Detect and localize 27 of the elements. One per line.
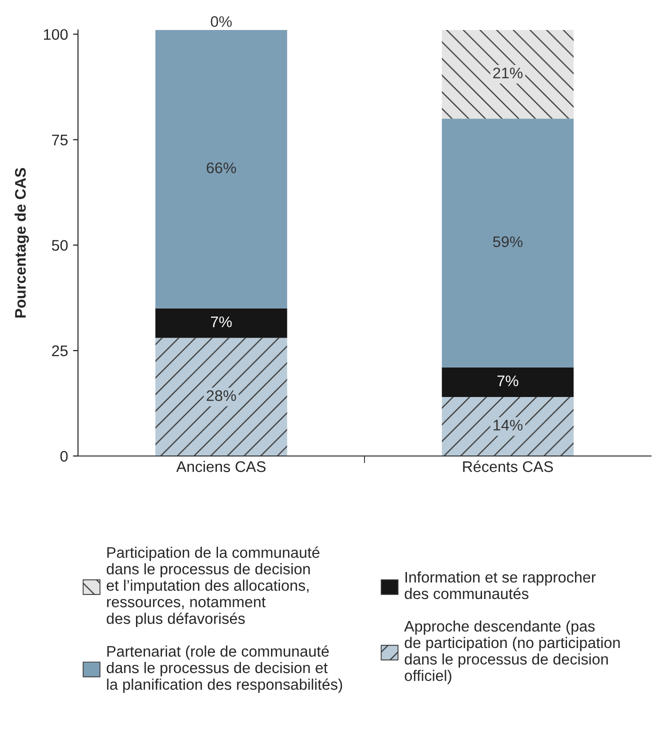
x-tick-label: Anciens CAS <box>176 460 266 472</box>
bar <box>155 308 288 338</box>
y-tick-label: 75 <box>52 134 68 146</box>
legend-label: Partenariat (role de communauté dans le processus de decision et la planification des responsabilités) <box>106 645 342 693</box>
x-tick-label: Récents CAS <box>463 460 553 472</box>
data-label: 66% <box>206 162 236 174</box>
data-label: 28% <box>206 390 236 402</box>
y-tick-label: 100 <box>44 29 68 40</box>
bar <box>442 118 574 368</box>
data-label: 7% <box>210 316 232 328</box>
legend-label: Participation de la communauté dans le processus de decision et l’imputation des allocations, ressources, notamment des plus défavorisés <box>106 546 320 628</box>
data-label: 14% <box>494 420 522 431</box>
data-label: 0% <box>210 16 232 27</box>
bar <box>442 367 574 397</box>
data-label: 21% <box>493 68 522 78</box>
data-label: 7% <box>497 376 518 386</box>
legend-label: Information et se rapprocher des communautés <box>404 571 596 600</box>
bar <box>155 338 288 456</box>
bar <box>442 396 574 456</box>
y-tick-label: 0 <box>60 450 68 462</box>
bar <box>155 30 288 308</box>
data-label: 59% <box>493 236 522 248</box>
y-tick-label: 50 <box>52 240 68 251</box>
y-tick-label: 25 <box>52 345 68 356</box>
legend-label: Approche descendante (pas de participation (no participation dans le processus de decision officiel) <box>404 620 620 684</box>
bar <box>442 30 574 119</box>
y-axis-title: Pourcentage de CAS <box>14 168 29 318</box>
